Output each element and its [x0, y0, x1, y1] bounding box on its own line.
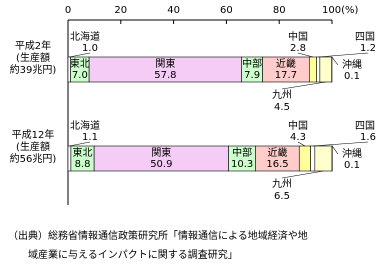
x-tick-label: 40: [167, 5, 180, 16]
y-tick-label: 約56兆円): [10, 152, 57, 165]
value-label: 2.8: [290, 43, 306, 54]
leader-line: [312, 141, 369, 147]
y-tick-label: 約39兆円): [10, 63, 57, 76]
segment-name: 九州: [272, 178, 292, 190]
bar-segment: [93, 145, 229, 172]
bar-segment: [319, 56, 333, 83]
leader-line: [281, 81, 326, 90]
x-tick-label: 20: [114, 5, 127, 16]
source-note: （出典）総務省情報通信政策研究所「情報通信による地域経済や地: [8, 229, 308, 242]
segment-name: 東北: [70, 57, 90, 70]
y-tick-label: 平成12年: [12, 128, 55, 141]
segment-name: 北海道: [70, 119, 100, 132]
leader-line: [297, 141, 306, 147]
value-label: 1.2: [360, 43, 376, 54]
value-label: 4.3: [290, 132, 306, 143]
bar-segment: [314, 145, 333, 172]
y-tick-label: (生産額: [16, 140, 50, 153]
y-tick-label: 平成2年: [15, 39, 51, 52]
segment-name: 近畿: [267, 146, 287, 159]
value-label: 17.7: [275, 70, 297, 81]
x-tick-label: 100(%): [322, 5, 358, 16]
value-label: 10.3: [231, 159, 253, 170]
value-label: 4.5: [274, 102, 290, 113]
bar-segment: [88, 56, 243, 83]
bar-segment: [67, 145, 72, 172]
leader-line: [69, 52, 91, 58]
segment-name: 中国: [288, 119, 308, 132]
value-label: 1.0: [82, 43, 98, 54]
segment-name: 東北: [73, 146, 93, 159]
leader-line: [69, 141, 91, 147]
value-label: 16.5: [266, 159, 288, 170]
value-label: 7.0: [72, 70, 88, 81]
bar-segment: [316, 56, 321, 83]
segment-name: 関東: [151, 146, 171, 159]
value-label: 57.8: [154, 70, 176, 81]
segment-name: 四国: [355, 31, 375, 43]
segment-name: 関東: [155, 57, 175, 70]
segment-name: 近畿: [276, 57, 296, 70]
value-label: 8.8: [75, 159, 91, 170]
value-label: 7.9: [244, 70, 260, 81]
bar-segment: [255, 145, 300, 172]
segment-name: 北海道: [70, 30, 100, 43]
bar-segment: [228, 145, 257, 172]
segment-name: 沖縄: [342, 147, 362, 160]
leader-line: [331, 56, 339, 66]
bar-segment: [262, 56, 310, 83]
value-label: 0.1: [344, 160, 360, 171]
value-label: 6.5: [274, 191, 290, 202]
value-label: 50.9: [150, 159, 172, 170]
segment-name: 中部: [232, 146, 252, 159]
leader-line: [331, 145, 339, 155]
leader-line: [297, 52, 314, 58]
leader-line: [281, 170, 324, 179]
y-tick-label: (生産額: [16, 51, 50, 64]
x-tick-label: 80: [273, 5, 286, 16]
segment-name: 中国: [288, 30, 308, 43]
segment-name: 九州: [272, 89, 292, 101]
bar-segment: [298, 145, 311, 172]
source-note: 域産業に与えるインパクトに関する調査研究」: [28, 248, 238, 261]
bar-segment: [310, 145, 316, 172]
value-label: 0.1: [344, 71, 360, 82]
value-label: 1.1: [82, 132, 98, 143]
segment-name: 四国: [355, 120, 375, 132]
x-tick-label: 60: [220, 5, 233, 16]
value-label: 1.6: [360, 132, 376, 143]
x-tick-label: 0: [65, 5, 71, 16]
segment-name: 中部: [242, 57, 262, 70]
bar-segment: [308, 56, 317, 83]
leader-line: [318, 52, 369, 58]
segment-name: 沖縄: [342, 58, 362, 71]
